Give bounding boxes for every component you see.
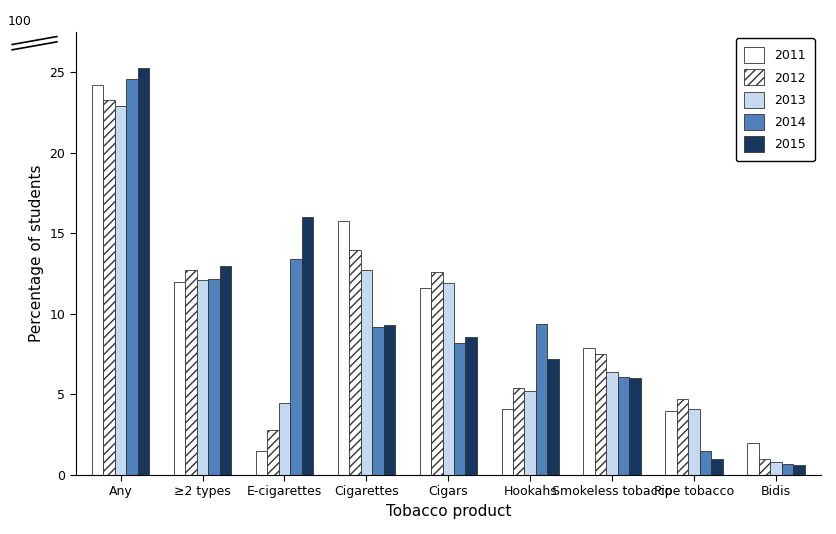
Bar <box>454 343 466 475</box>
Bar <box>420 288 431 475</box>
Bar <box>186 271 196 475</box>
Bar <box>372 327 384 475</box>
Bar <box>793 465 804 475</box>
Bar <box>466 336 477 475</box>
Bar <box>513 388 524 475</box>
Bar <box>278 403 290 475</box>
Bar <box>548 359 558 475</box>
Bar <box>208 279 220 475</box>
Bar <box>584 348 595 475</box>
Bar <box>196 280 208 475</box>
Bar <box>782 464 793 475</box>
Bar <box>302 217 314 475</box>
Bar <box>536 324 548 475</box>
Bar <box>595 354 606 475</box>
X-axis label: Tobacco product: Tobacco product <box>385 504 511 519</box>
Bar <box>759 459 770 475</box>
Legend: 2011, 2012, 2013, 2014, 2015: 2011, 2012, 2013, 2014, 2015 <box>736 38 815 161</box>
Bar <box>688 409 700 475</box>
Bar <box>256 451 268 475</box>
Bar <box>606 372 618 475</box>
Bar <box>442 284 454 475</box>
Y-axis label: Percentage of students: Percentage of students <box>28 165 43 342</box>
Bar <box>630 379 640 475</box>
Bar <box>502 409 513 475</box>
Bar <box>126 79 138 475</box>
Bar <box>138 67 150 475</box>
Bar <box>115 106 126 475</box>
Bar <box>524 391 536 475</box>
Bar <box>711 459 722 475</box>
Bar <box>677 399 688 475</box>
Bar <box>220 265 232 475</box>
Bar <box>349 249 360 475</box>
Bar <box>338 221 349 475</box>
Bar <box>665 411 677 475</box>
Bar <box>268 430 278 475</box>
Bar <box>747 443 759 475</box>
Bar <box>770 462 782 475</box>
Bar <box>700 451 711 475</box>
Bar <box>384 325 395 475</box>
Bar <box>618 377 630 475</box>
Bar <box>431 272 442 475</box>
Bar <box>174 282 186 475</box>
Bar <box>360 271 372 475</box>
Bar <box>92 85 104 475</box>
Text: 100: 100 <box>8 14 32 28</box>
Bar <box>290 259 302 475</box>
Bar <box>104 100 115 475</box>
